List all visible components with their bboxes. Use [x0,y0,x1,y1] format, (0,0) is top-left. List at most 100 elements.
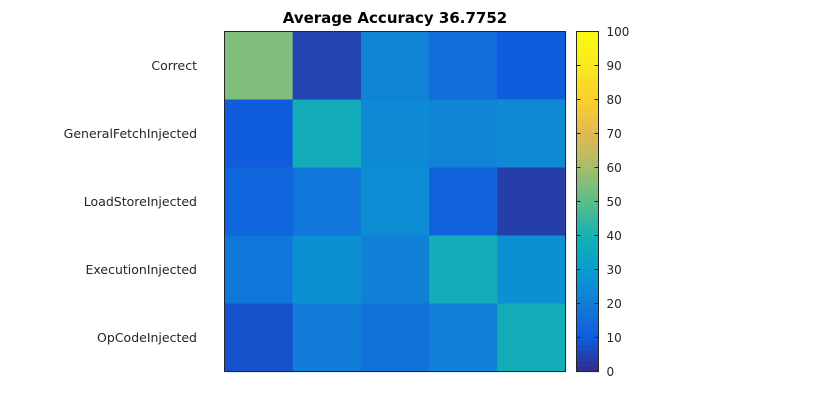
colorbar-band [576,58,599,64]
colorbar-band [576,137,599,144]
colorbar-band [576,323,599,330]
colorbar-band [576,217,599,224]
heatmap-cell [497,167,567,237]
colorbar-tick-label: 90 [607,59,622,73]
y-tick-label: GeneralFetchInjected [64,126,197,141]
heatmap-cell [224,99,294,169]
colorbar-band [576,286,599,293]
heatmap-cell [497,303,567,373]
heatmap-cell [360,167,430,237]
colorbar-band [576,42,599,49]
colorbar-band [576,265,599,272]
heatmap-cell [292,303,362,373]
colorbar-band [576,63,599,70]
colorbar-band [576,159,599,165]
colorbar-band [576,344,599,351]
colorbar-tick-label: 50 [607,195,622,209]
colorbar-band [576,52,599,59]
colorbar: 0 10 20 30 40 50 60 70 80 90 100 [576,25,630,379]
colorbar-band [576,31,599,38]
colorbar-band [576,153,599,160]
colorbar-band [576,116,599,123]
colorbar-band [576,307,599,314]
colorbar-tick-label: 10 [607,331,622,345]
colorbar-band [576,334,599,341]
colorbar-band [576,238,599,245]
y-tick-label: LoadStoreInjected [84,194,197,209]
colorbar-band [576,297,599,304]
heatmap-cell [292,31,362,101]
colorbar-band [576,74,599,80]
colorbar-band [576,84,599,91]
colorbar-tick-label: 20 [607,297,622,311]
colorbar-band [576,313,599,319]
colorbar-band [576,212,599,219]
colorbar-band [576,254,599,261]
colorbar-band [576,100,599,107]
heatmap-cell [224,235,294,305]
colorbar-band [576,164,599,171]
colorbar-tick-label: 100 [607,25,630,39]
heatmap-cells [224,31,567,373]
colorbar-tick-label: 80 [607,93,622,107]
colorbar-band [576,68,599,75]
colorbar-band [576,222,599,229]
colorbar-band [576,318,599,325]
colorbar-band [576,148,599,155]
colorbar-tick-label: 70 [607,127,622,141]
chart-title: Average Accuracy 36.7752 [283,9,507,27]
plot-frame [224,31,566,372]
heatmap-cell [497,99,567,169]
heatmap-cell [292,167,362,237]
colorbar-tick-label: 0 [607,365,615,379]
colorbar-band [576,206,599,213]
colorbar-band [576,79,599,86]
colorbar-band [576,291,599,298]
colorbar-band [576,169,599,176]
heatmap-cell [292,99,362,169]
colorbar-band [576,180,599,187]
colorbar-band [576,360,599,367]
colorbar-band [576,132,599,139]
heatmap-cell [429,99,498,169]
y-tick-label: OpCodeInjected [97,330,197,345]
colorbar-band [576,190,599,197]
heatmap-cell [497,31,567,101]
colorbar-band [576,259,599,266]
colorbar-band [576,89,599,96]
colorbar-tick-label: 60 [607,161,622,175]
heatmap-cell [360,303,430,373]
heatmap-cell [429,31,498,101]
colorbar-band [576,174,599,181]
heatmap-cell [224,31,294,101]
colorbar-band [576,244,599,250]
colorbar-tick-label: 30 [607,263,622,277]
heatmap-cell [224,303,294,373]
colorbar-band [576,201,599,208]
heatmap-cell [429,235,498,305]
colorbar-band [576,275,599,282]
colorbar-band [576,185,599,192]
colorbar-band [576,228,599,234]
heatmap-cell [360,235,430,305]
heatmap-cell [292,235,362,305]
colorbar-band [576,47,599,54]
colorbar-band [576,249,599,256]
colorbar-band [576,196,599,203]
heatmap-cell [360,99,430,169]
colorbar-band [576,121,599,128]
y-axis-labels: Correct GeneralFetchInjected LoadStoreInje… [64,58,197,345]
heatmap-cell [429,167,498,237]
colorbar-band [576,95,599,102]
colorbar-band [576,355,599,362]
colorbar-band [576,366,599,373]
y-tick-label: Correct [151,58,197,73]
colorbar-band [576,339,599,346]
colorbar-band [576,105,599,112]
colorbar-band [576,329,599,335]
colorbar-tick-label: 40 [607,229,622,243]
heatmap-cell [429,303,498,373]
colorbar-band [576,36,599,43]
heatmap-cell [224,167,294,237]
